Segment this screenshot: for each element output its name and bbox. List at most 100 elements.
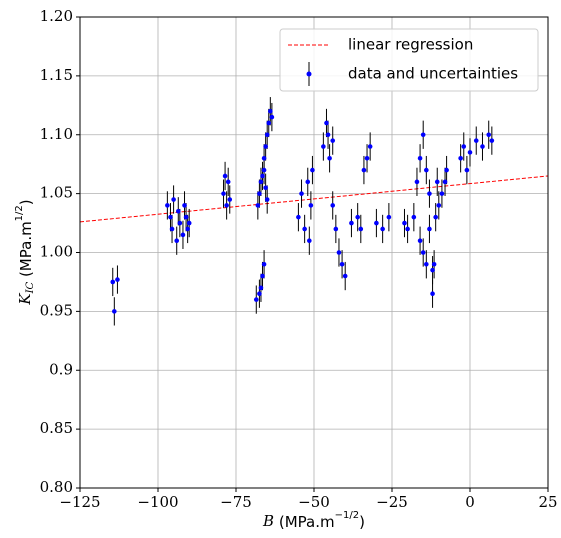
data-point	[358, 226, 364, 232]
x-tick-label: 25	[538, 493, 557, 511]
data-point	[224, 203, 229, 208]
data-point	[486, 132, 492, 138]
legend-swatch	[306, 71, 312, 77]
data-point	[417, 156, 423, 161]
data-point	[330, 203, 336, 208]
data-point	[225, 179, 231, 185]
x-label-symbol: B	[262, 512, 274, 530]
data-point	[458, 156, 463, 161]
x-tick-label: −125	[59, 493, 100, 511]
data-point	[442, 179, 448, 185]
x-tick-label: −50	[298, 493, 330, 511]
y-label-exponent: 1/2	[14, 205, 25, 221]
x-axis-label: B (MPa.m−1/2)	[262, 510, 365, 531]
data-point	[307, 238, 312, 244]
y-label-unit: (MPa.m	[17, 221, 35, 282]
data-point	[174, 238, 180, 244]
data-point	[480, 144, 485, 149]
y-tick-label: 0.95	[40, 301, 73, 319]
legend-label: linear regression	[348, 36, 473, 54]
data-point	[185, 226, 190, 232]
data-point	[110, 279, 116, 285]
y-label-close: )	[17, 199, 35, 205]
data-point	[308, 203, 314, 208]
data-point	[269, 114, 275, 120]
data-point	[424, 167, 429, 173]
plot-frame	[79, 16, 549, 489]
data-point	[367, 144, 373, 149]
y-tick-label: 1.00	[40, 243, 73, 261]
y-tick-label: 0.85	[40, 419, 73, 437]
data-point	[439, 191, 445, 196]
y-tick-label: 1.10	[40, 125, 73, 143]
data-point	[182, 203, 187, 208]
data-point	[112, 309, 117, 314]
data-point	[177, 220, 183, 226]
legend: linear regression data and uncertainties	[279, 28, 539, 92]
data-point	[414, 179, 420, 185]
plot-area	[79, 97, 549, 326]
data-point	[268, 108, 273, 114]
data-point	[310, 167, 315, 173]
data-point	[261, 261, 267, 267]
x-label-unit: (MPa.m	[274, 513, 335, 531]
data-point	[261, 156, 267, 161]
data-point	[430, 291, 435, 297]
data-point	[386, 214, 392, 220]
x-label-exponent: −1/2	[335, 510, 359, 521]
data-point	[405, 226, 410, 232]
data-point	[461, 144, 467, 149]
data-point	[264, 197, 270, 202]
data-point	[305, 179, 311, 185]
data-point	[464, 167, 470, 173]
y-tick-label: 1.05	[40, 184, 73, 202]
data-point	[264, 132, 270, 138]
data-point	[180, 232, 186, 238]
data-point	[380, 226, 385, 232]
data-point	[227, 197, 233, 202]
y-label-symbol: K	[16, 293, 34, 306]
data-point	[333, 226, 339, 232]
data-point	[339, 261, 345, 267]
data-point	[411, 214, 417, 220]
y-tick-label: 0.9	[49, 360, 73, 378]
data-point	[169, 226, 175, 232]
data-point	[473, 138, 479, 143]
regression-line	[79, 175, 549, 223]
data-point	[361, 167, 367, 173]
data-point	[221, 191, 226, 196]
data-point	[171, 197, 176, 202]
data-point	[336, 250, 342, 255]
data-point	[402, 220, 407, 226]
data-point	[364, 156, 370, 161]
data-point	[175, 208, 181, 214]
data-point	[355, 214, 360, 220]
data-point	[263, 144, 268, 149]
data-point	[427, 191, 432, 196]
x-tick-label: 0	[465, 493, 475, 511]
y-label-subscript: IC	[25, 281, 36, 294]
data-point	[255, 203, 261, 208]
data-point	[325, 132, 331, 138]
data-point	[420, 132, 426, 138]
data-point	[467, 150, 473, 155]
data-point	[434, 179, 440, 185]
data-point	[260, 273, 265, 279]
data-point	[330, 138, 336, 143]
x-tick-label: −25	[376, 493, 408, 511]
data-point	[302, 226, 307, 232]
data-point	[183, 214, 189, 220]
data-point	[222, 173, 228, 179]
y-tick-label: 1.20	[40, 7, 73, 25]
data-point	[327, 156, 332, 161]
data-point	[258, 179, 264, 185]
data-point	[299, 191, 304, 196]
x-tick-label: −75	[220, 493, 252, 511]
data-point	[115, 277, 120, 282]
y-tick-label: 1.15	[40, 66, 73, 84]
data-point	[444, 167, 449, 173]
data-point	[436, 203, 442, 208]
data-point	[489, 138, 495, 143]
data-point	[374, 220, 379, 226]
